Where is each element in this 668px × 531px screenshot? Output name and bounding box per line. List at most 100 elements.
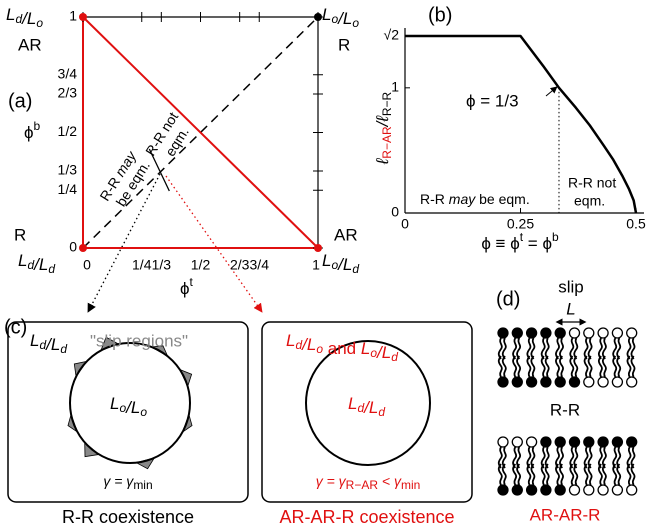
panel-box [261, 321, 473, 503]
lipid-tail [501, 337, 507, 360]
x-tick-label: 1/4 [132, 257, 152, 273]
label-sup: b [34, 119, 41, 133]
annotation-arrow [545, 86, 558, 97]
t: b [552, 230, 559, 244]
t: γ = γ [316, 473, 347, 489]
lipid-head [611, 484, 624, 496]
t: /ℓ [373, 116, 392, 128]
region-text: R-R not [568, 175, 616, 191]
annotation: ϕ = 1/3 [466, 91, 519, 110]
lipid-tail [612, 337, 618, 360]
region-label: R-R not eqm. [142, 109, 192, 159]
y-tick-label: 1/4 [58, 181, 78, 197]
y-tick-label: 1 [69, 8, 77, 24]
lipid-tail [559, 355, 564, 378]
x-tick-label: 0 [401, 216, 409, 232]
lipid-tail [540, 355, 546, 378]
lipid-tail [569, 446, 575, 469]
caption: AR-AR-R coexistence [279, 507, 454, 527]
lipid-tail [497, 446, 503, 469]
t: ℓ [373, 158, 392, 165]
label-sup: t [190, 275, 194, 289]
lipid-tail [587, 337, 593, 360]
domain [67, 336, 193, 470]
lipid-tail [512, 337, 518, 360]
t: be eqm. [475, 191, 529, 207]
corner-dot [314, 13, 322, 21]
inner-phase: Ld/Ld [348, 394, 385, 419]
lipid-head [511, 436, 523, 448]
lipid-head [583, 484, 595, 496]
lipid-tail [516, 446, 522, 469]
lipid-tail [616, 446, 622, 469]
lipid-head [497, 484, 509, 496]
lipid-tail [530, 463, 536, 486]
lipid-tail [540, 337, 546, 360]
lipid-head [583, 327, 595, 339]
lipid-tail [630, 446, 636, 469]
lipid-head [611, 436, 624, 448]
lipid-head [525, 484, 538, 496]
panel-label: (b) [428, 4, 452, 26]
slip-label: slip [558, 277, 584, 296]
lipid-tail [587, 355, 593, 378]
lipid-tail [540, 446, 546, 469]
lipid-tail [526, 463, 532, 486]
t: < γ [378, 473, 402, 489]
lipid-tail [597, 463, 603, 486]
lipid-head [511, 376, 523, 388]
lipid-tail [601, 355, 607, 378]
lipid-tail [530, 355, 536, 378]
lipid-head [525, 436, 538, 448]
x-axis-label: ϕ ≡ ϕt = ϕb [481, 230, 559, 253]
lipid-tail [544, 355, 550, 378]
x-tick-label: 1 [312, 257, 320, 273]
t: R−AR [380, 126, 394, 159]
panel-label: (d) [496, 288, 520, 310]
t: Lo/Ld [361, 339, 398, 364]
lipid-tail [583, 337, 589, 360]
x-tick-label: 3/4 [250, 257, 270, 273]
lipid-tail [501, 463, 507, 486]
lipid-tail [540, 463, 546, 486]
lipid-tail [501, 355, 507, 378]
lipid-head [554, 436, 566, 448]
x-tick-label: 0.25 [507, 216, 534, 232]
lipid-tail [530, 337, 536, 360]
lipid-tail [626, 446, 632, 469]
y-tick-label: 1/2 [58, 123, 78, 139]
lipid-head [597, 436, 609, 448]
lipid-tail [616, 337, 622, 360]
domain [305, 340, 431, 466]
y-tick-label: 1/3 [58, 162, 78, 178]
lipid-head [554, 327, 566, 339]
y-tick-label: √2 [384, 27, 400, 43]
lipid-tail [626, 337, 632, 360]
caption: R-R coexistence [62, 507, 194, 527]
lipid-tail [530, 446, 536, 469]
region-text: eqm. [574, 193, 605, 209]
label-base: ϕ [24, 123, 34, 142]
lipid-head [568, 484, 581, 496]
lipid-tail [559, 337, 564, 360]
lipid-tail [630, 355, 636, 378]
x-tick-label: 0.5 [626, 216, 646, 232]
inner-phase: Lo/Lo [110, 394, 147, 419]
x-tick-label: 1/3 [152, 257, 172, 273]
lipid-tail [516, 355, 522, 378]
y-tick-label: 1 [391, 79, 399, 95]
lipid-tail [597, 337, 603, 360]
lipid-tail [497, 337, 503, 360]
tension: γ = γR−AR < γmin [316, 473, 421, 492]
panel-label: (a) [8, 90, 32, 112]
lipid-tail [573, 446, 579, 469]
panel-box [7, 321, 249, 503]
x-tick-label: 0 [83, 257, 91, 273]
lipid-tail [587, 463, 593, 486]
lipid-tail [612, 355, 618, 378]
lipid-head [511, 327, 523, 339]
lipid-head [568, 436, 581, 448]
slip-length: L [566, 299, 575, 318]
lipid-tail [555, 463, 560, 486]
